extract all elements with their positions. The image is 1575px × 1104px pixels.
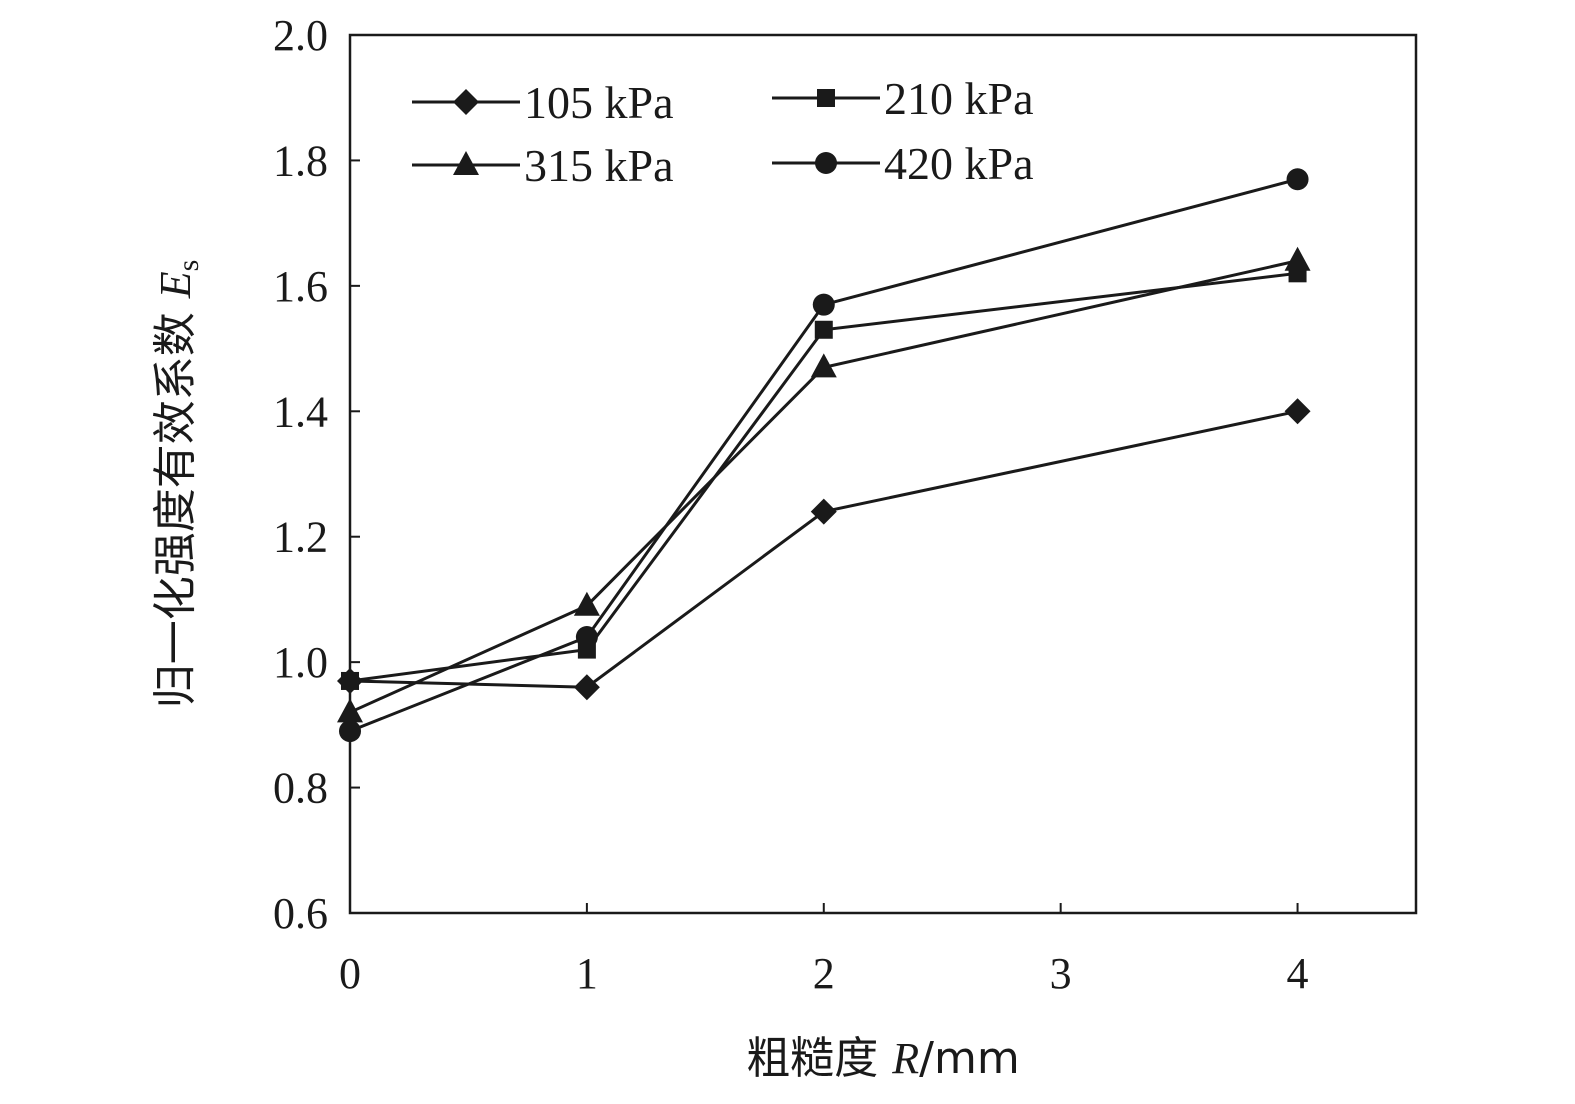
y-tick-label: 1.8	[273, 136, 328, 185]
data-point	[575, 626, 598, 649]
data-point	[1284, 246, 1311, 271]
data-point	[812, 293, 835, 316]
legend-marker	[453, 151, 479, 175]
legend-label: 105 kPa	[524, 77, 674, 128]
x-axis-title-prefix: 粗糙度	[746, 1033, 892, 1084]
y-tick-label: 1.6	[273, 262, 328, 311]
data-point	[810, 498, 837, 525]
x-tick-label: 4	[1287, 949, 1309, 998]
y-tick-label: 1.4	[273, 387, 328, 436]
x-axis: 0 1 2 3 4	[339, 903, 1309, 998]
x-tick-label: 0	[339, 949, 361, 998]
x-tick-label: 2	[813, 949, 835, 998]
y-axis-title-subscript: s	[172, 260, 205, 272]
y-tick-label: 1.2	[273, 513, 328, 562]
series-line	[349, 409, 1298, 689]
series-circle	[339, 168, 1309, 743]
data-point	[339, 720, 361, 743]
data-point	[341, 671, 359, 690]
legend: 105 kPa 210 kPa 315 kPa 420 kPa	[412, 73, 1034, 191]
series-diamond	[337, 398, 1311, 701]
legend-item: 105 kPa	[412, 77, 674, 128]
y-tick-label: 0.8	[273, 764, 328, 813]
legend-label: 420 kPa	[884, 138, 1034, 189]
data-point	[337, 698, 363, 723]
x-tick-label: 3	[1050, 949, 1072, 998]
y-axis-title-prefix: 归一化强度有效系数	[150, 298, 201, 708]
data-point	[573, 591, 600, 616]
data-point	[1286, 168, 1309, 191]
series-line	[349, 271, 1298, 683]
data-point	[1284, 398, 1311, 425]
y-tick-label: 1.0	[273, 638, 328, 687]
series-triangle	[337, 246, 1311, 723]
y-tick-label: 0.6	[273, 889, 328, 938]
series-square	[341, 264, 1307, 690]
y-axis: 0.6 0.8 1.0 1.2 1.4 1.6 1.8 2.0	[273, 11, 360, 938]
legend-item: 315 kPa	[412, 140, 674, 191]
y-tick-label: 2.0	[273, 11, 328, 60]
data-point	[810, 353, 837, 378]
legend-marker	[453, 89, 479, 115]
legend-item: 420 kPa	[772, 138, 1034, 189]
x-axis-title-variable: R	[891, 1034, 919, 1083]
legend-item: 210 kPa	[772, 73, 1034, 124]
series-layer	[337, 168, 1311, 743]
y-axis-title: 归一化强度有效系数 Es	[150, 260, 205, 709]
x-tick-label: 1	[576, 949, 598, 998]
series-line	[349, 259, 1298, 714]
series-line	[349, 177, 1298, 733]
legend-marker	[817, 89, 835, 107]
plot-frame	[348, 33, 1418, 915]
legend-marker	[815, 152, 837, 174]
x-axis-title: 粗糙度 R/mm	[746, 1033, 1019, 1084]
x-axis-title-unit: /mm	[919, 1033, 1020, 1084]
data-point	[814, 320, 833, 339]
legend-label: 210 kPa	[884, 73, 1034, 124]
data-point	[573, 674, 600, 701]
legend-label: 315 kPa	[524, 140, 674, 191]
y-axis-title-variable: E	[151, 271, 200, 299]
